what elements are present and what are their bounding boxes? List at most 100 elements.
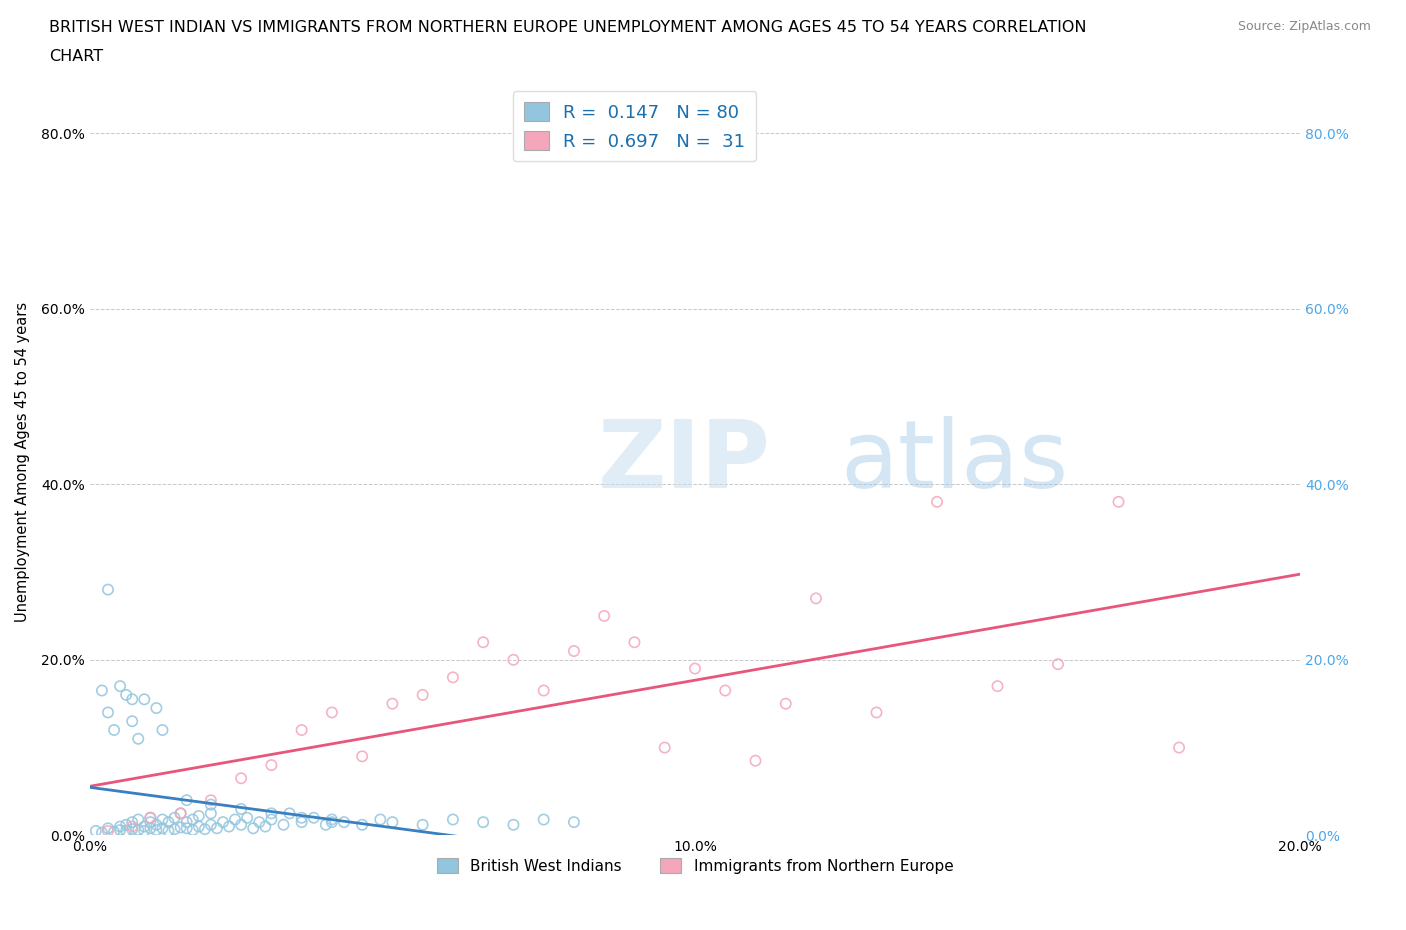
Point [181, 823, 204, 838]
Point [200, 792, 222, 807]
Point [163, 810, 186, 825]
Point [108, 819, 131, 834]
Point [562, 644, 585, 658]
Point [381, 697, 404, 711]
Point [804, 591, 827, 605]
Text: BRITISH WEST INDIAN VS IMMIGRANTS FROM NORTHERN EUROPE UNEMPLOYMENT AMONG AGES 4: BRITISH WEST INDIAN VS IMMIGRANTS FROM N… [49, 20, 1087, 35]
Point [115, 823, 138, 838]
Point [108, 823, 131, 838]
Point [139, 815, 162, 830]
Point [157, 823, 180, 838]
Point [441, 812, 464, 827]
Point [194, 822, 217, 837]
Point [121, 714, 143, 729]
Point [200, 806, 222, 821]
Point [472, 815, 495, 830]
Point [1168, 740, 1191, 755]
Point [744, 753, 766, 768]
Point [163, 822, 186, 837]
Point [212, 815, 235, 830]
Point [247, 815, 270, 830]
Point [236, 810, 259, 825]
Point [321, 815, 343, 830]
Point [121, 815, 143, 830]
Point [103, 824, 125, 839]
Point [97, 705, 120, 720]
Point [381, 815, 404, 830]
Point [121, 692, 143, 707]
Point [139, 810, 162, 825]
Point [139, 810, 162, 825]
Point [97, 821, 120, 836]
Point [654, 740, 676, 755]
Point [1047, 657, 1070, 671]
Point [229, 817, 252, 832]
Point [260, 806, 283, 821]
Point [623, 635, 645, 650]
Point [352, 749, 374, 764]
Point [187, 808, 209, 823]
Point [200, 817, 222, 832]
Point [97, 582, 120, 597]
Point [229, 802, 252, 817]
Point [127, 812, 149, 827]
Point [291, 810, 314, 825]
Point [1108, 495, 1130, 510]
Point [145, 817, 167, 832]
Point [412, 817, 434, 832]
Point [134, 819, 156, 834]
Text: Source: ZipAtlas.com: Source: ZipAtlas.com [1237, 20, 1371, 33]
Legend: British West Indians, Immigrants from Northern Europe: British West Indians, Immigrants from No… [430, 852, 959, 880]
Point [121, 819, 143, 834]
Point [472, 635, 495, 650]
Point [157, 815, 180, 830]
Point [134, 692, 156, 707]
Point [218, 819, 240, 834]
Point [302, 810, 325, 825]
Point [205, 821, 228, 836]
Point [181, 812, 204, 827]
Point [115, 687, 138, 702]
Point [152, 812, 174, 827]
Text: CHART: CHART [49, 49, 103, 64]
Point [260, 758, 283, 773]
Text: ZIP: ZIP [598, 417, 770, 509]
Point [229, 771, 252, 786]
Point [176, 815, 198, 830]
Point [291, 815, 314, 830]
Point [224, 812, 246, 827]
Point [97, 823, 120, 838]
Y-axis label: Unemployment Among Ages 45 to 54 years: Unemployment Among Ages 45 to 54 years [15, 302, 30, 622]
Point [176, 792, 198, 807]
Point [291, 723, 314, 737]
Point [333, 815, 356, 830]
Point [145, 823, 167, 838]
Point [121, 822, 143, 837]
Point [91, 683, 114, 698]
Point [260, 812, 283, 827]
Point [152, 821, 174, 836]
Point [273, 817, 295, 832]
Point [321, 705, 343, 720]
Point [176, 821, 198, 836]
Point [986, 679, 1008, 694]
Point [562, 815, 585, 830]
Point [84, 823, 107, 838]
Point [502, 817, 524, 832]
Point [145, 700, 167, 715]
Point [278, 806, 301, 821]
Point [502, 652, 524, 667]
Point [368, 812, 391, 827]
Point [533, 683, 555, 698]
Point [254, 819, 277, 834]
Point [169, 820, 191, 835]
Point [315, 817, 337, 832]
Point [533, 812, 555, 827]
Point [775, 697, 797, 711]
Text: atlas: atlas [841, 417, 1069, 509]
Point [200, 797, 222, 812]
Point [152, 723, 174, 737]
Point [714, 683, 737, 698]
Point [139, 821, 162, 836]
Point [242, 821, 264, 836]
